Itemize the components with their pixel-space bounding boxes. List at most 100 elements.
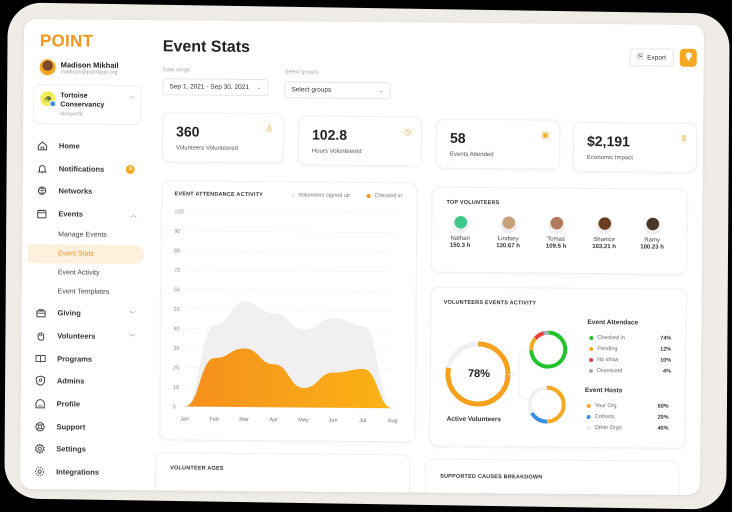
area-chart: 0 10 20 30 40 50 60 70 80 90 100 Jan Feb Mar Apr May Jun… bbox=[173, 209, 398, 424]
date-range-value: Sep 1, 2021 - Sep 30, 2021 bbox=[169, 83, 250, 92]
export-button[interactable]: ⎘ Export bbox=[629, 48, 674, 67]
sidebar-subitem-event-stats[interactable]: Event Stats bbox=[27, 244, 145, 265]
svg-text:Jan: Jan bbox=[180, 416, 189, 422]
svg-text:Mar: Mar bbox=[239, 417, 249, 423]
attendance-chart-card: EVENT ATTENDANCE ACTIVITY Volunteers sig… bbox=[159, 180, 418, 443]
legend-label: Cohosts bbox=[594, 414, 615, 421]
sidebar-item-label: Volunteers bbox=[57, 331, 96, 341]
legend-label: Pending bbox=[597, 346, 618, 353]
groups-select[interactable]: Select groups ⌄ bbox=[284, 81, 391, 100]
chevron-down-icon[interactable]: ⌄ bbox=[128, 92, 135, 101]
stat-card-hours: 102.8 Hours Volunteered ◷ bbox=[297, 115, 423, 167]
profile-icon bbox=[35, 398, 46, 409]
top-volunteer-item[interactable]: Shanice 103.21 h bbox=[584, 217, 624, 250]
org-switcher[interactable]: 🐢 Tortoise Conservancy Nonprofit ⌄ bbox=[33, 84, 142, 126]
legend-dot-icon bbox=[589, 357, 594, 363]
org-name-line1: Tortoise bbox=[60, 92, 88, 100]
export-icon: ⎘ bbox=[637, 53, 644, 61]
person-icon: ♙ bbox=[265, 124, 274, 134]
gift-icon bbox=[35, 307, 46, 318]
sidebar-item-label: Integrations bbox=[56, 467, 100, 477]
chevron-up-icon[interactable]: ︿ bbox=[130, 212, 137, 219]
legend-row: Pending 12% bbox=[589, 346, 671, 353]
legend-pct: 4% bbox=[663, 368, 672, 375]
top-volunteer-item[interactable]: Tomas 109.5 h bbox=[536, 216, 576, 250]
attendance-title: Event Attendace bbox=[587, 318, 639, 327]
avatar bbox=[547, 216, 565, 234]
sidebar-item-label: Profile bbox=[56, 399, 81, 409]
card-title: TOP VOLUNTEERS bbox=[446, 199, 500, 207]
legend-label: Checked in bbox=[597, 335, 625, 342]
top-volunteer-item[interactable]: Ramy 100.23 h bbox=[632, 217, 672, 251]
sidebar-item-label: Settings bbox=[56, 444, 86, 455]
sidebar-subitem-event-activity[interactable]: Event Activity bbox=[57, 269, 100, 277]
date-range-select[interactable]: Sep 1, 2021 - Sep 30, 2021 ⌄ bbox=[162, 78, 269, 97]
top-volunteers-card: TOP VOLUNTEERS Nathan 150.3 h Lindsey 120.6… bbox=[430, 186, 688, 275]
volunteer-name: Nathan bbox=[450, 235, 470, 242]
sidebar-item-networks[interactable]: Networks bbox=[22, 179, 146, 203]
volunteer-hours: 100.23 h bbox=[640, 244, 664, 251]
sidebar-item-settings[interactable]: Settings bbox=[20, 438, 144, 462]
volunteer-name: Ramy bbox=[644, 237, 661, 244]
legend-row: Your Org 60% bbox=[586, 403, 669, 410]
svg-text:60: 60 bbox=[174, 287, 180, 293]
sidebar-item-home[interactable]: Home bbox=[23, 134, 147, 158]
svg-text:30: 30 bbox=[173, 346, 179, 352]
sidebar-item-integrations[interactable]: Integrations bbox=[20, 460, 144, 484]
top-volunteer-item[interactable]: Lindsey 120.67 h bbox=[488, 216, 528, 249]
dollar-icon: $ bbox=[681, 133, 687, 143]
avatar bbox=[643, 217, 661, 235]
volunteer-activity-card: VOLUNTEERS EVENTS ACTIVITY 78% Active Vo… bbox=[429, 286, 687, 449]
sidebar-item-notifications[interactable]: Notifications 3 bbox=[23, 157, 147, 181]
volunteer-hours: 103.21 h bbox=[592, 244, 616, 251]
sidebar-item-label: Admins bbox=[56, 376, 85, 386]
org-logo-icon: 🐢 bbox=[40, 91, 56, 107]
sidebar-item-profile[interactable]: Profile bbox=[21, 392, 145, 416]
lightbulb-icon bbox=[684, 52, 692, 64]
legend-label: No show bbox=[597, 357, 619, 364]
sidebar-item-label: Programs bbox=[57, 354, 93, 364]
chevron-down-icon[interactable]: ﹀ bbox=[129, 312, 136, 319]
svg-text:20: 20 bbox=[173, 365, 179, 371]
volunteer-hours: 150.3 h bbox=[449, 242, 471, 249]
legend-dot-icon bbox=[586, 425, 591, 431]
app-logo[interactable]: POINT bbox=[39, 31, 94, 51]
user-profile[interactable]: Madison Mikhail madison@pointapp.org bbox=[39, 59, 148, 76]
sidebar-subitem-manage-events[interactable]: Manage Events bbox=[58, 231, 107, 239]
svg-text:70: 70 bbox=[174, 268, 180, 274]
legend-row: Dismissed 4% bbox=[588, 368, 672, 375]
sidebar-item-events[interactable]: Events ︿ bbox=[22, 202, 146, 226]
legend-pct: 40% bbox=[657, 425, 669, 432]
sidebar-item-support[interactable]: Support bbox=[20, 415, 144, 439]
sidebar-item-giving[interactable]: Giving ﹀ bbox=[21, 302, 145, 326]
svg-text:90: 90 bbox=[174, 229, 180, 235]
legend-dot-icon bbox=[588, 368, 594, 374]
legend-dot-icon bbox=[589, 346, 594, 352]
stat-value: 58 bbox=[449, 129, 466, 146]
shield-icon bbox=[35, 375, 46, 387]
sidebar-item-label: Networks bbox=[58, 186, 93, 196]
volunteer-name: Shanice bbox=[593, 237, 616, 244]
sidebar-item-volunteers[interactable]: Volunteers ﹀ bbox=[21, 324, 145, 348]
legend-row: Other Orgs 40% bbox=[586, 425, 669, 432]
top-volunteer-item[interactable]: Nathan 150.3 h bbox=[440, 215, 480, 249]
sidebar-item-label: Giving bbox=[57, 308, 81, 318]
sidebar-item-label: Support bbox=[56, 422, 86, 432]
chevron-down-icon[interactable]: ﹀ bbox=[129, 335, 136, 342]
lightbulb-button[interactable] bbox=[679, 48, 697, 67]
integrations-icon bbox=[34, 466, 45, 477]
gear-icon bbox=[34, 443, 45, 455]
sidebar-subitem-event-templates[interactable]: Event Templates bbox=[57, 288, 110, 297]
legend-dot-icon bbox=[586, 403, 591, 409]
supported-causes-card: SUPPORTED CAUSES BREAKDOWN bbox=[424, 458, 680, 495]
legend-pct: 74% bbox=[660, 335, 672, 342]
card-title: VOLUNTEER AGES bbox=[170, 465, 224, 472]
donut-charts bbox=[445, 330, 568, 424]
groups-value: Select groups bbox=[291, 86, 332, 94]
svg-text:Jul: Jul bbox=[359, 418, 366, 424]
chevron-down-icon: ⌄ bbox=[256, 85, 262, 92]
sidebar-item-admins[interactable]: Admins bbox=[21, 370, 145, 394]
volunteer-hours: 109.5 h bbox=[545, 243, 567, 250]
sidebar-item-programs[interactable]: Programs bbox=[21, 347, 145, 371]
home-icon bbox=[37, 140, 48, 151]
